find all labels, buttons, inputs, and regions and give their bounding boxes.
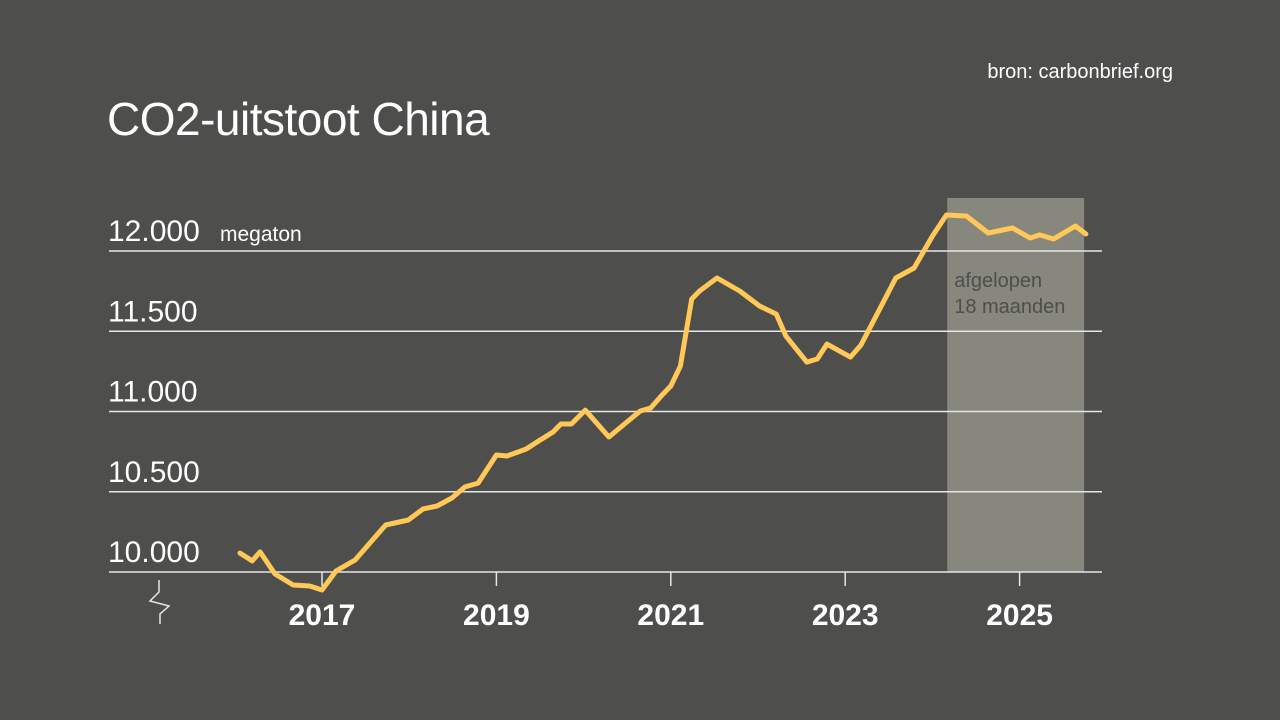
axis-break-icon <box>148 580 171 624</box>
y-tick-label: 11.000 <box>108 376 198 409</box>
y-tick-label: 10.000 <box>108 536 200 569</box>
source-label: bron: carbonbrief.org <box>987 61 1173 83</box>
y-tick-label: 11.500 <box>108 295 198 328</box>
highlight-label: 18 maanden <box>954 296 1065 318</box>
highlight-region <box>947 198 1085 572</box>
y-tick-label: 12.000 <box>108 215 200 248</box>
chart-title: CO2-uitstoot China <box>107 93 490 145</box>
x-tick-label: 2017 <box>289 599 356 632</box>
x-tick-label: 2025 <box>986 599 1053 632</box>
x-tick-label: 2021 <box>637 599 704 632</box>
x-tick-label: 2019 <box>463 599 530 632</box>
y-unit-label: megaton <box>220 223 302 246</box>
y-tick-label: 10.500 <box>108 456 200 489</box>
highlight-label: afgelopen <box>954 270 1042 292</box>
x-tick-label: 2023 <box>812 599 879 632</box>
emissions-line <box>237 212 1089 593</box>
